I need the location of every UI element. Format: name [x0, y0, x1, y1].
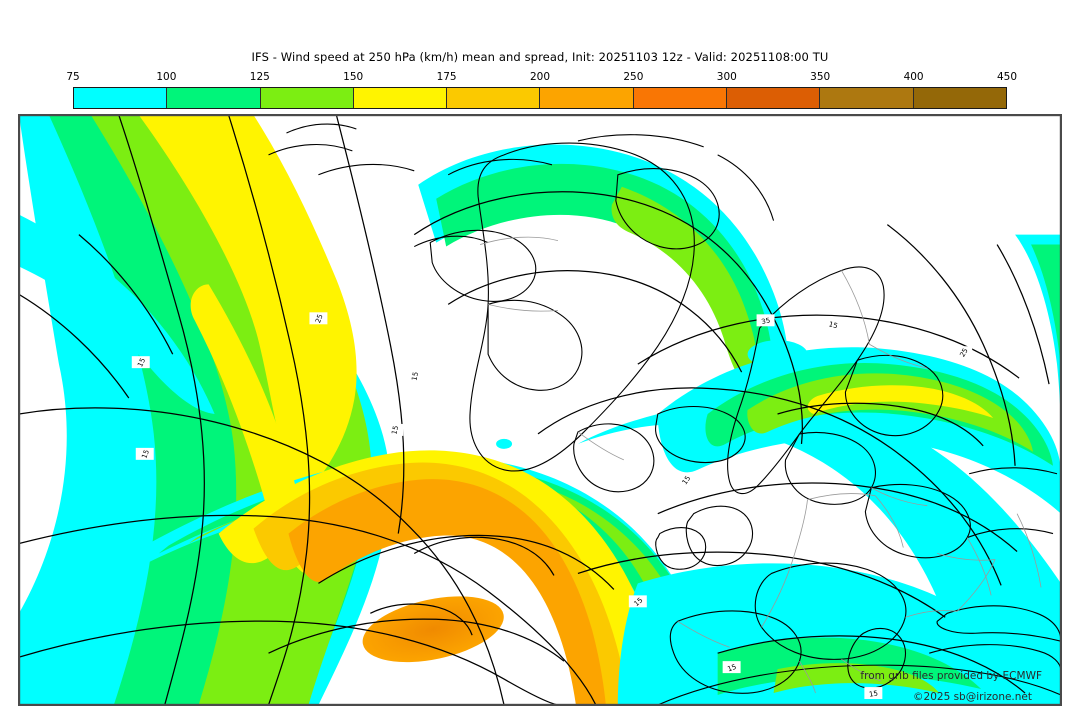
jet-core-max [362, 596, 504, 663]
colorbar-segment-400-450 [913, 88, 1006, 108]
coastlines [268, 123, 1061, 705]
colorbar-tick-300: 300 [716, 71, 737, 83]
colorbar-segment-175-200 [447, 88, 541, 108]
colorbar-segment-350-400 [820, 88, 914, 108]
band-cyan-topleft [19, 214, 215, 414]
band-ygreen-scandinavia [747, 373, 1034, 452]
svg-text:15: 15 [411, 371, 420, 381]
band-green-right-edge [1031, 244, 1061, 371]
blob-cyan-alps [985, 570, 1030, 597]
colorbar-gradient [73, 87, 1007, 109]
colorbar-tick-125: 125 [249, 71, 270, 83]
colorbar-segment-150-175 [353, 88, 448, 108]
colorbar-segment-200-250 [540, 88, 634, 108]
blob-cyan-balkans [819, 597, 892, 630]
svg-text:15: 15 [868, 689, 878, 698]
page-title: IFS - Wind speed at 250 hPa (km/h) mean … [251, 50, 829, 64]
windspeed-contour-fills [19, 115, 1061, 705]
svg-text:25: 25 [314, 313, 325, 324]
svg-text:35: 35 [761, 316, 771, 326]
band-yellow-baltic [807, 385, 994, 418]
data-source-credit: from grib files provided by ECMWF [860, 670, 1042, 682]
weather-map-svg: 15 15 15 15 [19, 115, 1061, 705]
colorbar-tick-75: 75 [66, 71, 80, 83]
band-cyan-jetstreak-east [577, 397, 1061, 705]
colorbar-segment-75-100 [74, 88, 168, 108]
colorbar: 75 100 125 150 175 200 250 300 350 400 450 [66, 71, 1017, 109]
colorbar-tick-100: 100 [156, 71, 177, 83]
svg-text:15: 15 [390, 425, 400, 435]
political-borders [479, 236, 1042, 694]
copyright-credit: ©2025 sb@irizone.net [913, 691, 1032, 703]
blob-cyan-northsea [747, 340, 808, 369]
colorbar-segment-100-125 [167, 88, 261, 108]
colorbar-tick-150: 150 [343, 71, 364, 83]
colorbar-tick-450: 450 [996, 71, 1018, 83]
svg-text:15: 15 [140, 449, 151, 460]
colorbar-tick-175: 175 [436, 71, 457, 83]
map-border [19, 115, 1061, 705]
colorbar-tick-350: 350 [810, 71, 831, 83]
colorbar-segment-125-150 [260, 88, 354, 108]
band-yellow-upper-left [190, 284, 306, 574]
band-green-greenland-arc [436, 163, 773, 403]
blob-cyan-iberia [689, 589, 746, 614]
svg-text:15: 15 [136, 357, 147, 368]
colorbar-tick-labels: 75 100 125 150 175 200 250 300 350 400 450 [66, 71, 1017, 85]
svg-text:15: 15 [726, 663, 737, 674]
contour-labels: 15 15 15 15 [131, 312, 973, 700]
colorbar-segment-250-300 [633, 88, 728, 108]
band-ygreen-med-south [773, 663, 940, 694]
spread-line-contours [19, 115, 1050, 705]
band-orange-jetcore [288, 479, 606, 705]
colorbar-tick-250: 250 [623, 71, 644, 83]
band-ygreen-greenland-arc [611, 186, 759, 397]
map-panel[interactable]: 15 15 15 15 [18, 114, 1062, 706]
blob-cyan-iceland [496, 438, 513, 449]
svg-text:15: 15 [681, 474, 693, 486]
svg-text:25: 25 [958, 347, 969, 359]
svg-text:15: 15 [828, 320, 839, 330]
colorbar-tick-200: 200 [529, 71, 551, 83]
svg-text:15: 15 [632, 596, 644, 608]
colorbar-segment-300-350 [727, 88, 821, 108]
colorbar-tick-400: 400 [903, 71, 924, 83]
